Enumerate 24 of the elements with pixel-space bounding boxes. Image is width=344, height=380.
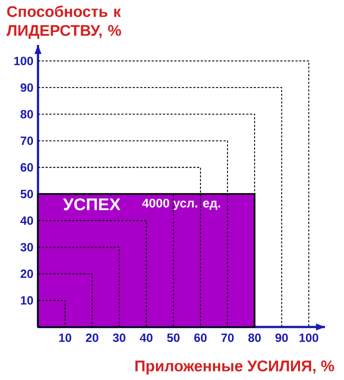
x-tick-label: 20 bbox=[86, 334, 98, 342]
y-tick-label: 100 bbox=[14, 56, 33, 66]
y-tick-label: 10 bbox=[20, 296, 33, 305]
y-tick-label: 50 bbox=[20, 190, 33, 198]
x-tick-label: 10 bbox=[59, 334, 72, 342]
y-tick-label: 70 bbox=[20, 136, 33, 145]
x-tick-label: 50 bbox=[167, 334, 180, 342]
annotation: УСПЕХ bbox=[63, 198, 120, 210]
y-tick-label: 40 bbox=[20, 216, 33, 225]
y-axis-title: Способность к ЛИДЕРСТВУ, % bbox=[6, 6, 122, 39]
x-tick-label: 60 bbox=[194, 334, 207, 342]
x-tick-label: 70 bbox=[221, 334, 234, 342]
x-tick-label: 90 bbox=[275, 334, 288, 342]
y-tick-label: 30 bbox=[20, 242, 33, 252]
y-tick-label: 80 bbox=[20, 110, 33, 118]
y-tick-label: 90 bbox=[20, 83, 33, 92]
x-tick-label: 100 bbox=[300, 334, 318, 342]
x-tick-label: 30 bbox=[112, 334, 126, 342]
y-tick-label: 20 bbox=[20, 270, 33, 278]
x-tick-label: 40 bbox=[140, 334, 152, 342]
x-axis-title: Приложенные УСИЛИЯ, % bbox=[135, 360, 334, 374]
annotation: 4000 усл. ед. bbox=[142, 198, 220, 210]
y-tick-label: 60 bbox=[20, 163, 33, 172]
x-tick-label: 80 bbox=[248, 334, 261, 342]
